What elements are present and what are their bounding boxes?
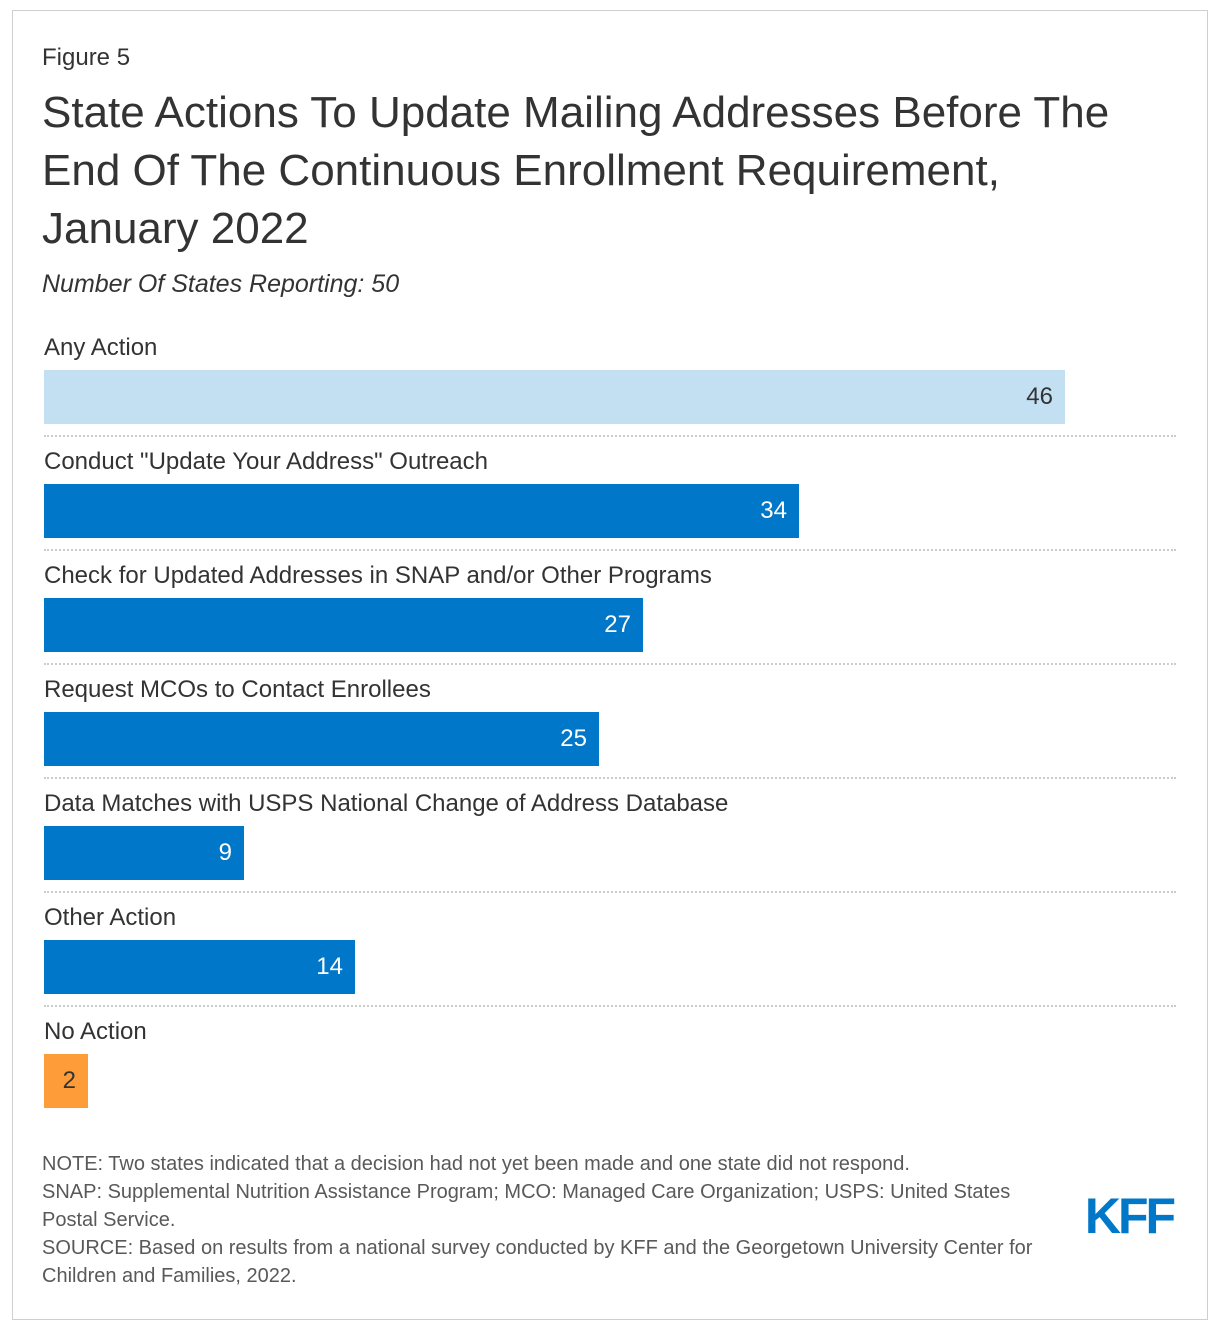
bar-row: Any Action 46: [44, 330, 1176, 444]
bar-row: Request MCOs to Contact Enrollees 25: [44, 672, 1176, 786]
bar: [44, 712, 599, 766]
bar-value-label: 25: [560, 725, 587, 752]
bar-chart: Any Action 46 Conduct "Update Your Address…: [44, 330, 1176, 1120]
kff-logo: KFF: [1085, 1192, 1178, 1238]
source-text: SOURCE: Based on results from a national…: [42, 1237, 1033, 1287]
row-divider: [44, 1005, 1176, 1007]
chart-notes: NOTE: Two states indicated that a decisi…: [42, 1150, 1052, 1290]
row-divider: [44, 777, 1176, 779]
bar-value-label: 2: [62, 1067, 76, 1094]
bar: [44, 940, 355, 994]
bar: [44, 598, 643, 652]
bar: [44, 1054, 88, 1108]
bar-value-label: 9: [218, 839, 232, 866]
row-divider: [44, 435, 1176, 437]
bar-row: No Action 2: [44, 1014, 1176, 1128]
category-label: Other Action: [44, 904, 177, 931]
figure-label: Figure 5: [42, 44, 131, 71]
note-text: NOTE: Two states indicated that a decisi…: [42, 1153, 910, 1175]
kff-logo-text: KFF: [1085, 1192, 1175, 1238]
bar-value-label: 34: [760, 497, 787, 524]
abbreviations-text: SNAP: Supplemental Nutrition Assistance …: [42, 1181, 1011, 1231]
bar-value-label: 14: [316, 953, 343, 980]
bar-row: Other Action 14: [44, 900, 1176, 1014]
bar-row: Data Matches with USPS National Change o…: [44, 786, 1176, 900]
category-label: Conduct "Update Your Address" Outreach: [44, 448, 488, 475]
figure-frame: [12, 10, 1208, 1320]
bar-value-label: 46: [1026, 383, 1053, 410]
row-divider: [44, 891, 1176, 893]
bar-value-label: 27: [604, 611, 631, 638]
bar: [44, 826, 244, 880]
chart-subtitle: Number Of States Reporting: 50: [42, 270, 400, 298]
bar: [44, 484, 799, 538]
bar-row: Conduct "Update Your Address" Outreach 34: [44, 444, 1176, 558]
bar: [44, 370, 1065, 424]
category-label: Check for Updated Addresses in SNAP and/…: [44, 562, 712, 589]
category-label: Data Matches with USPS National Change o…: [44, 790, 729, 817]
category-label: Any Action: [44, 334, 158, 361]
row-divider: [44, 549, 1176, 551]
category-label: Request MCOs to Contact Enrollees: [44, 676, 431, 703]
category-label: No Action: [44, 1018, 147, 1045]
row-divider: [44, 663, 1176, 665]
chart-title: State Actions To Update Mailing Addresse…: [42, 88, 1110, 253]
bar-row: Check for Updated Addresses in SNAP and/…: [44, 558, 1176, 672]
